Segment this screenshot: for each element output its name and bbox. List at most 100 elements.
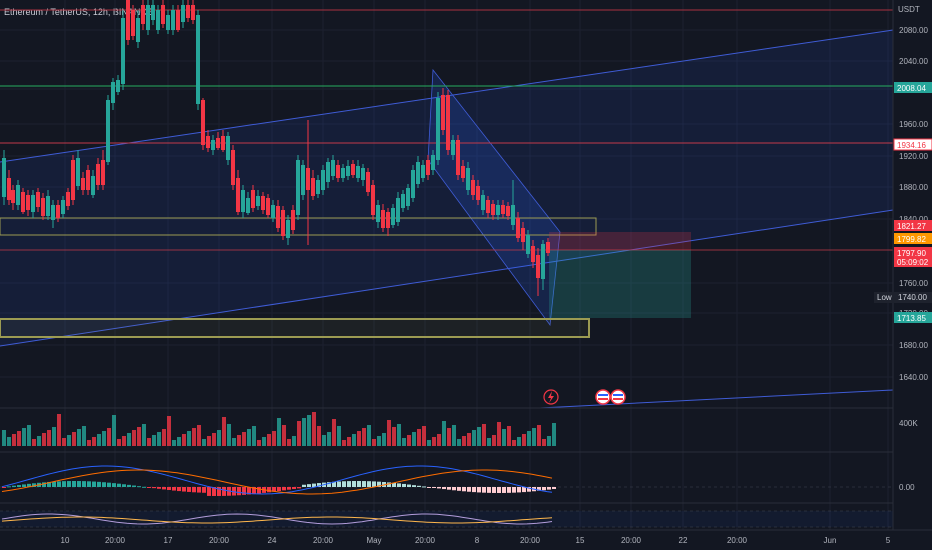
macd-bar xyxy=(82,481,86,487)
lightning-icon[interactable] xyxy=(543,389,559,405)
volume-bar xyxy=(392,427,396,446)
volume-bar xyxy=(487,438,491,446)
volume-bar xyxy=(442,421,446,446)
take-profit-area[interactable] xyxy=(549,250,691,318)
price-tick: 2040.00 xyxy=(899,57,928,66)
time-tick: 22 xyxy=(679,536,688,545)
volume-bar xyxy=(542,439,546,446)
demand-zone[interactable] xyxy=(0,318,590,338)
price-tick: 1760.00 xyxy=(899,279,928,288)
volume-bar xyxy=(182,434,186,446)
volume-bar xyxy=(162,429,166,446)
channel-lower-line[interactable] xyxy=(0,209,894,347)
event-markers[interactable] xyxy=(543,389,626,405)
candle-body xyxy=(26,195,30,210)
time-tick: 20:00 xyxy=(313,536,334,545)
candle-body xyxy=(436,98,440,160)
candle-body xyxy=(426,160,430,175)
volume-bar xyxy=(552,423,556,446)
macd-bar xyxy=(202,487,206,493)
candle-body xyxy=(351,164,355,175)
macd-bar xyxy=(182,487,186,492)
macd-bar xyxy=(377,481,381,487)
candle-body xyxy=(31,195,35,212)
volume-bar xyxy=(127,433,131,446)
macd-bar xyxy=(512,487,516,493)
volume-bar xyxy=(422,426,426,446)
macd-bar xyxy=(137,486,141,488)
volume-bar xyxy=(267,434,271,446)
candle-body xyxy=(2,158,6,197)
volume-bar xyxy=(472,430,476,446)
candle-body xyxy=(251,190,255,208)
stop-loss-area[interactable] xyxy=(549,232,691,250)
macd-bar xyxy=(57,481,61,487)
macd-bar xyxy=(272,487,276,492)
time-tick: 5 xyxy=(886,536,891,545)
candle-body xyxy=(246,198,250,213)
candle-body xyxy=(471,180,475,195)
volume-bar xyxy=(357,431,361,446)
candle-body xyxy=(476,186,480,200)
candle-body xyxy=(211,140,215,150)
volume-bar xyxy=(232,438,236,446)
macd-bar xyxy=(127,484,131,487)
oscillator-signal-line xyxy=(1,516,553,524)
macd-bar xyxy=(52,481,56,487)
candle-body xyxy=(421,165,425,178)
macd-bar xyxy=(337,481,341,487)
channel-lower-extension[interactable] xyxy=(539,389,894,409)
candle-body xyxy=(146,5,150,30)
candle-body xyxy=(341,168,345,178)
flag-icon[interactable] xyxy=(610,389,626,405)
candle-body xyxy=(171,10,175,30)
macd-bar xyxy=(47,481,51,487)
candle-body xyxy=(16,185,20,205)
flag-icon[interactable] xyxy=(595,389,611,405)
volume-bar xyxy=(147,438,151,446)
macd-bar xyxy=(112,483,116,487)
volume-bar xyxy=(52,427,56,446)
drawing-layer[interactable] xyxy=(0,9,894,409)
macd-bar xyxy=(32,483,36,487)
candle-body xyxy=(406,188,410,206)
volume-bar xyxy=(547,436,551,446)
candle-body xyxy=(111,82,115,103)
volume-bar xyxy=(62,438,66,446)
volume-bar xyxy=(37,436,41,446)
ascending-channel-fill xyxy=(0,30,893,346)
volume-bar xyxy=(432,437,436,446)
candle-body xyxy=(46,196,50,216)
candle-body xyxy=(41,198,45,216)
volume-bar xyxy=(82,426,86,446)
macd-bar xyxy=(357,481,361,487)
candle-body xyxy=(311,178,315,196)
volume-bar xyxy=(237,435,241,446)
macd-bar xyxy=(332,481,336,487)
volume-series xyxy=(2,412,556,446)
candle-body xyxy=(376,205,380,222)
volume-bar xyxy=(227,424,231,446)
volume-bar xyxy=(342,440,346,446)
symbol-title[interactable]: Ethereum / TetherUS, 12h, BINANCE xyxy=(4,7,153,17)
time-tick: 8 xyxy=(475,536,480,545)
volume-bar xyxy=(17,431,21,446)
volume-bar xyxy=(22,428,26,446)
candle-body xyxy=(326,162,330,182)
candle-body xyxy=(56,205,60,218)
candle-body xyxy=(441,95,445,130)
time-tick: 20:00 xyxy=(209,536,230,545)
time-axis[interactable] xyxy=(0,530,932,550)
macd-bar xyxy=(167,487,171,491)
volume-bar xyxy=(532,428,536,446)
candle-body xyxy=(36,192,40,207)
candle-body xyxy=(396,198,400,222)
volume-bar xyxy=(377,436,381,446)
volume-bar xyxy=(527,431,531,446)
macd-bar xyxy=(97,481,101,487)
macd-bar xyxy=(462,487,466,492)
macd-bar xyxy=(317,483,321,487)
falling-channel[interactable] xyxy=(427,68,561,327)
candle-body xyxy=(51,205,55,220)
